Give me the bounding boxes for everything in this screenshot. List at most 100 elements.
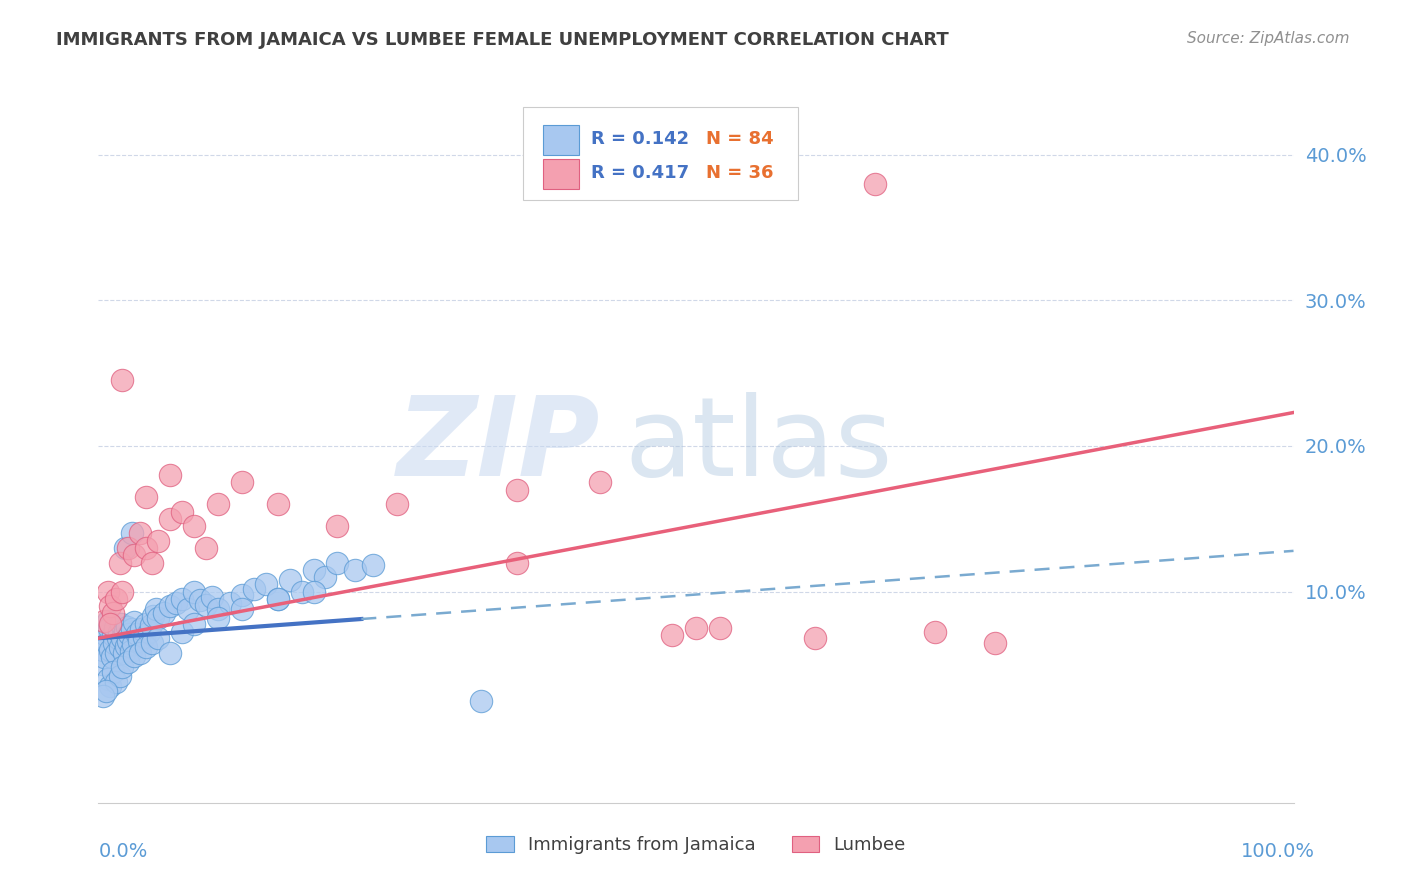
Point — [117, 634, 139, 648]
Text: R = 0.417: R = 0.417 — [591, 164, 689, 182]
Point — [141, 635, 163, 649]
Point — [93, 614, 115, 628]
Point — [267, 497, 290, 511]
Point — [148, 533, 170, 548]
Point — [135, 541, 157, 555]
Point — [107, 625, 129, 640]
Point — [188, 593, 211, 607]
Point — [98, 643, 122, 657]
Point — [100, 650, 122, 665]
Point — [107, 632, 129, 646]
Point — [98, 679, 122, 693]
Point — [201, 591, 224, 605]
Point — [302, 584, 325, 599]
Point — [135, 640, 157, 654]
Point — [124, 548, 146, 562]
Point — [114, 624, 136, 638]
Point — [326, 556, 349, 570]
Point — [267, 591, 290, 606]
Point — [315, 570, 337, 584]
Point — [159, 646, 181, 660]
Point — [243, 582, 266, 596]
Point — [115, 639, 138, 653]
Point — [98, 621, 121, 635]
Point — [685, 621, 707, 635]
Point — [94, 628, 117, 642]
Point — [363, 558, 385, 573]
Point — [111, 374, 134, 388]
Point — [114, 541, 136, 555]
Text: IMMIGRANTS FROM JAMAICA VS LUMBEE FEMALE UNEMPLOYMENT CORRELATION CHART: IMMIGRANTS FROM JAMAICA VS LUMBEE FEMALE… — [56, 31, 949, 49]
Point — [195, 541, 218, 555]
Point — [117, 655, 139, 669]
Point — [506, 556, 529, 570]
Point — [97, 614, 120, 628]
Point — [101, 628, 124, 642]
Point — [108, 669, 131, 683]
Point — [103, 635, 125, 649]
Point — [172, 504, 194, 518]
FancyBboxPatch shape — [543, 159, 579, 189]
Point — [117, 541, 139, 555]
Point — [165, 596, 187, 610]
Point — [207, 611, 229, 625]
Point — [125, 627, 148, 641]
Point — [148, 611, 170, 625]
Text: ZIP: ZIP — [396, 392, 600, 500]
Point — [91, 690, 114, 704]
Point — [115, 619, 138, 633]
Point — [132, 630, 155, 644]
Point — [111, 632, 134, 646]
Point — [105, 591, 128, 606]
Point — [195, 598, 218, 612]
Point — [101, 607, 124, 621]
Point — [138, 625, 160, 640]
Point — [131, 623, 153, 637]
Point — [207, 602, 229, 616]
Point — [97, 584, 120, 599]
Point — [128, 634, 150, 648]
Point — [110, 616, 132, 631]
Point — [326, 519, 349, 533]
Text: R = 0.142: R = 0.142 — [591, 130, 689, 148]
Point — [148, 632, 170, 646]
Point — [219, 596, 242, 610]
Point — [470, 694, 492, 708]
Point — [104, 621, 127, 635]
Text: N = 84: N = 84 — [706, 130, 773, 148]
Point — [385, 497, 409, 511]
Point — [804, 632, 827, 646]
Point — [111, 660, 134, 674]
FancyBboxPatch shape — [543, 125, 579, 155]
Point — [506, 483, 529, 497]
Point — [589, 475, 612, 490]
Point — [172, 625, 194, 640]
Point — [122, 637, 145, 651]
Point — [153, 607, 176, 621]
Point — [278, 573, 301, 587]
Point — [145, 602, 167, 616]
Point — [984, 635, 1007, 649]
Point — [94, 683, 117, 698]
Point — [120, 644, 142, 658]
Point — [159, 599, 181, 614]
Point — [254, 577, 277, 591]
Point — [231, 602, 253, 616]
Point — [302, 563, 325, 577]
Point — [111, 584, 134, 599]
Point — [661, 628, 683, 642]
Legend: Immigrants from Jamaica, Lumbee: Immigrants from Jamaica, Lumbee — [479, 829, 912, 862]
Point — [124, 615, 146, 630]
Point — [924, 625, 946, 640]
Text: atlas: atlas — [624, 392, 893, 500]
Point — [139, 618, 162, 632]
Point — [291, 584, 314, 599]
Point — [121, 526, 143, 541]
Point — [93, 650, 115, 665]
Point — [172, 591, 194, 606]
Point — [207, 497, 229, 511]
Text: 0.0%: 0.0% — [98, 842, 148, 862]
Point — [91, 643, 114, 657]
Point — [135, 616, 157, 631]
Point — [135, 490, 157, 504]
